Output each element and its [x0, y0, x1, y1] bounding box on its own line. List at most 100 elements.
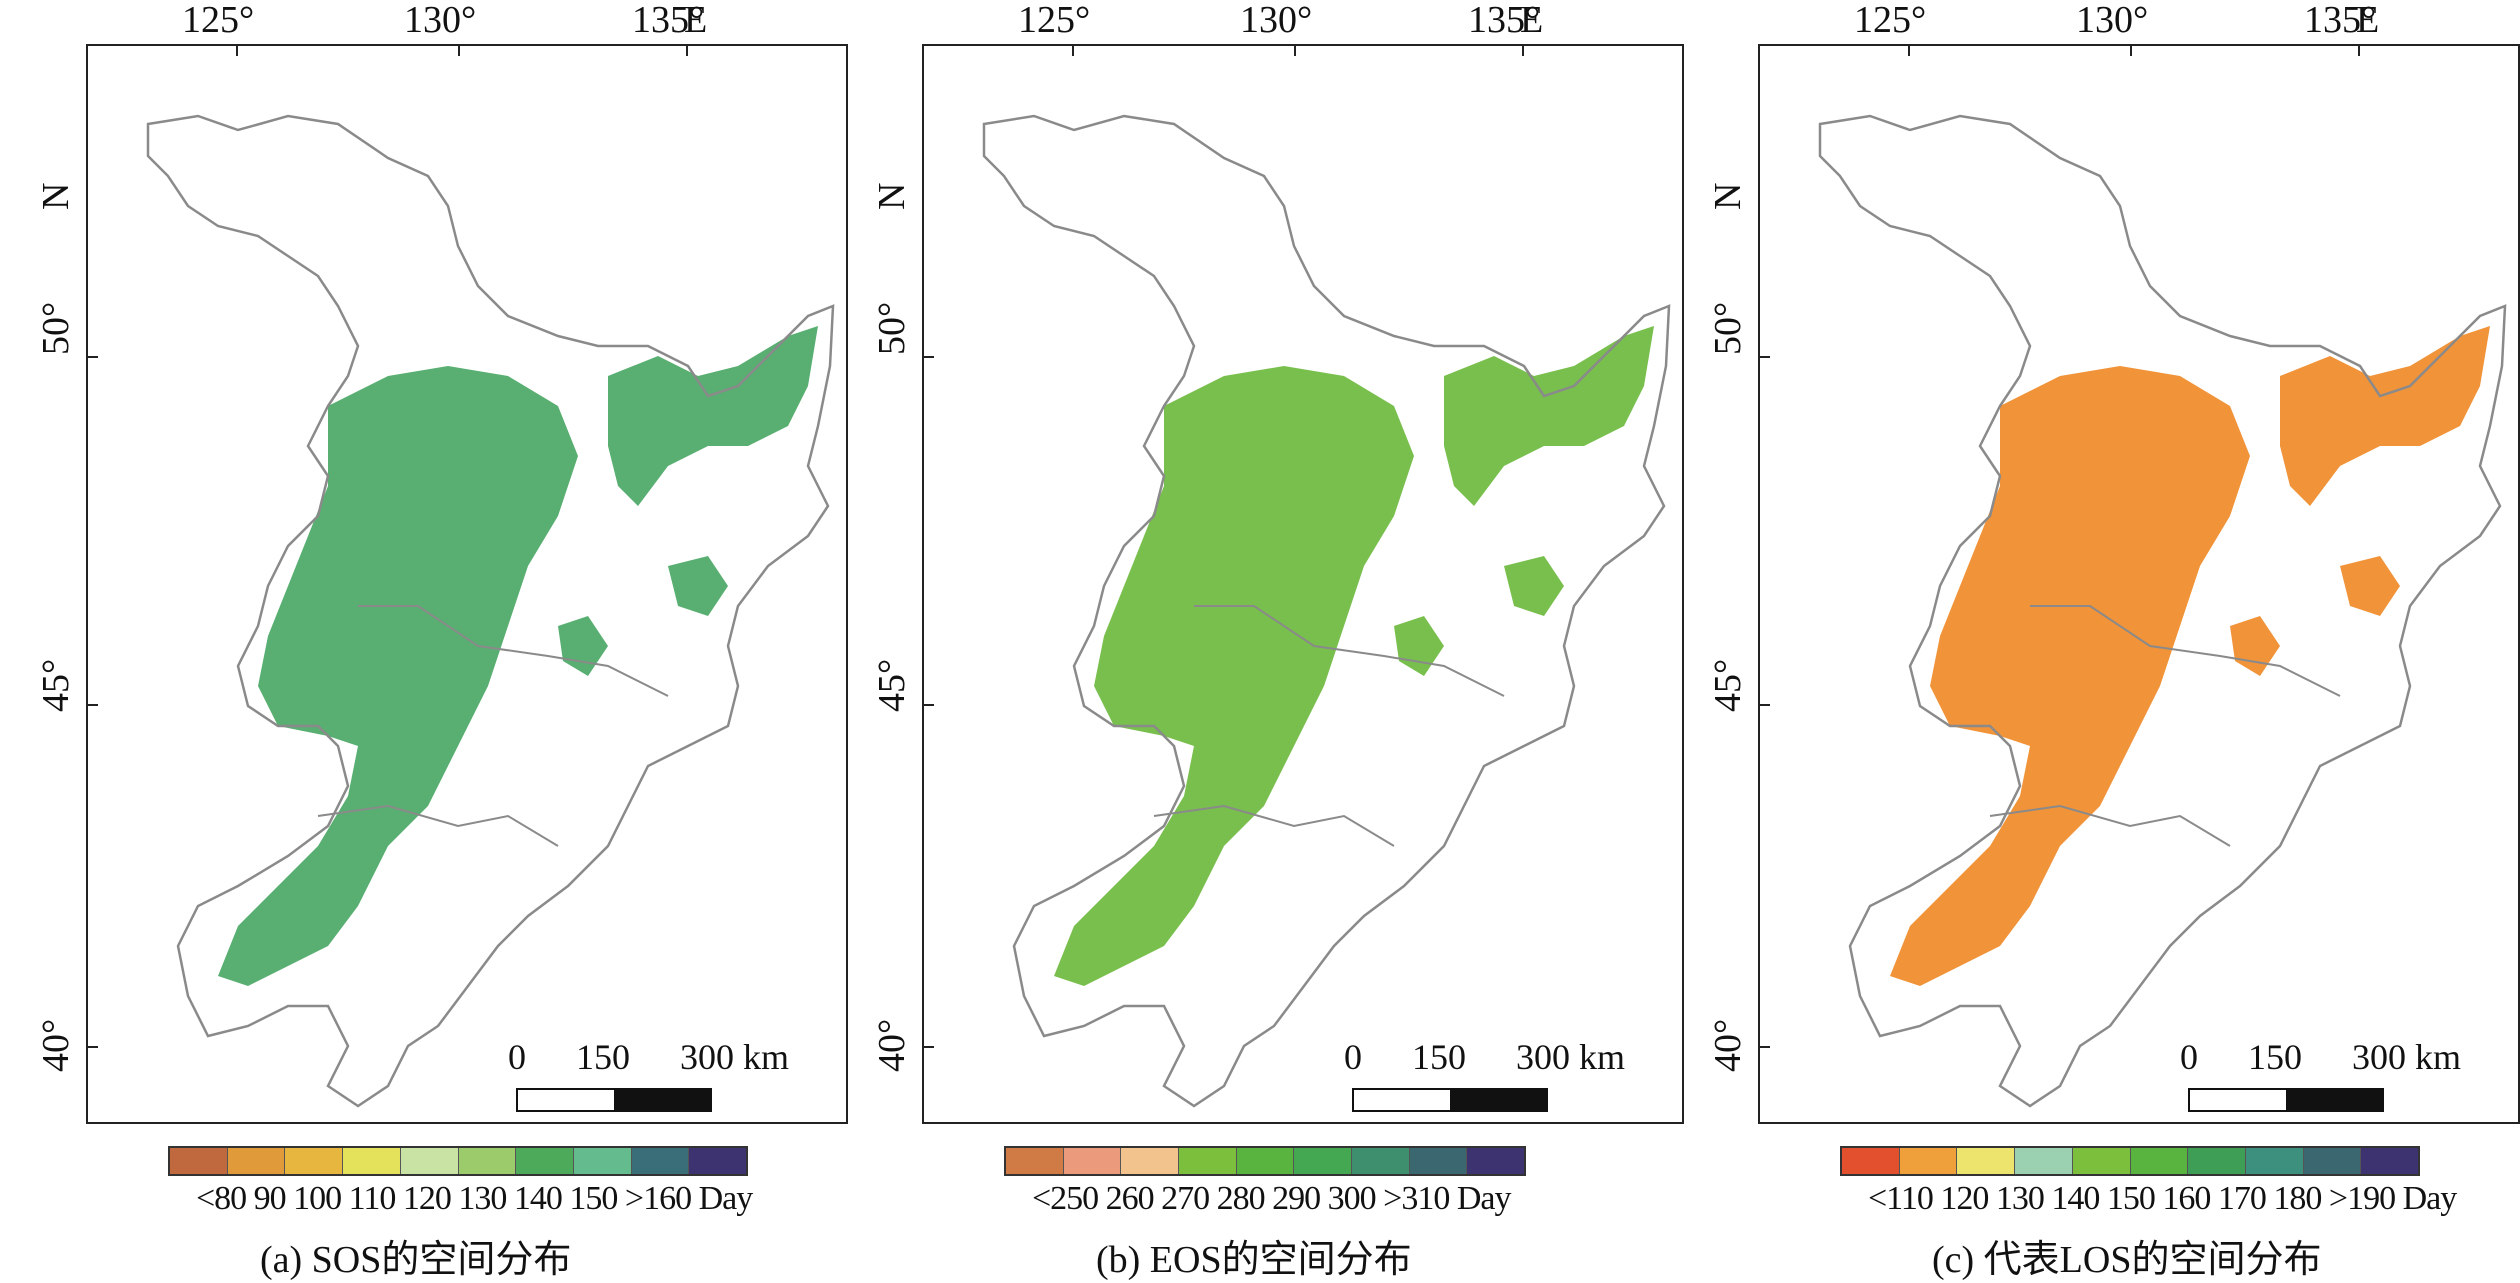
longitude-tick: [458, 46, 460, 56]
scale-mid: 150: [576, 1037, 630, 1077]
scale-segment: [1450, 1090, 1546, 1110]
latitude-tick: [1760, 1046, 1770, 1048]
province-border: [1989, 804, 2231, 847]
longitude-tick: [1908, 46, 1910, 56]
legend-swatch: [516, 1148, 574, 1174]
map-frame: 0 150 300 km: [922, 44, 1684, 1124]
legend-swatch: [1352, 1148, 1410, 1174]
color-legend: [1840, 1146, 2420, 1176]
panel-caption: (b) EOS的空间分布: [1096, 1239, 1412, 1281]
vegetation-area: [1504, 556, 1564, 616]
latitude-tick: [88, 704, 98, 706]
latitude-label: N: [871, 182, 913, 210]
province-border: [358, 605, 669, 697]
scale-bar: [516, 1088, 712, 1112]
scale-bar: [1352, 1088, 1548, 1112]
region-boundary: [1818, 114, 2507, 1108]
map-panel-a: 125° 130° 135° E 50° N 45° 40° 0 150 300 km <80 90 …: [0, 0, 848, 1281]
legend-swatch: [2015, 1148, 2073, 1174]
vegetation-area: [558, 616, 608, 676]
province-border: [1153, 804, 1395, 847]
vegetation-area: [668, 556, 728, 616]
scale-zero: 0: [508, 1037, 526, 1077]
vegetation-area: [1394, 616, 1444, 676]
latitude-tick: [88, 1046, 98, 1048]
legend-swatch: [2130, 1148, 2189, 1174]
latitude-label: 45°: [1707, 658, 1749, 712]
latitude-label: 45°: [35, 658, 77, 712]
legend-swatch: [1842, 1148, 1900, 1174]
map-panel-c: 125° 130° 135° E 50° N 45° 40° 0 150 300 km <110 12…: [1672, 0, 2520, 1281]
region-boundary: [146, 114, 835, 1108]
vegetation-area: [2230, 616, 2280, 676]
longitude-label: 135°: [1468, 0, 1541, 41]
latitude-label: 45°: [871, 658, 913, 712]
legend-swatch: [1063, 1148, 1122, 1174]
longitude-label: E: [684, 0, 708, 41]
longitude-label: 125°: [182, 0, 255, 41]
longitude-label: 125°: [1018, 0, 1091, 41]
legend-swatch: [2188, 1148, 2246, 1174]
legend-swatch: [343, 1148, 401, 1174]
map-panel-b: 125° 130° 135° E 50° N 45° 40° 0 150 300 km <250 26…: [836, 0, 1684, 1281]
legend-swatch: [1957, 1148, 2016, 1174]
legend-swatch: [689, 1148, 747, 1174]
scale-segment: [614, 1090, 710, 1110]
legend-swatch: [1179, 1148, 1237, 1174]
legend-swatch: [2245, 1148, 2304, 1174]
longitude-tick: [686, 46, 688, 56]
scale-mid: 150: [2248, 1037, 2302, 1077]
legend-swatch: [1409, 1148, 1468, 1174]
scale-segment: [1354, 1090, 1450, 1110]
legend-labels: <110 120 130 140 150 160 170 180 >190 Da…: [1868, 1180, 2457, 1217]
latitude-tick: [924, 1046, 934, 1048]
longitude-tick: [2130, 46, 2132, 56]
province-border: [1194, 605, 1505, 697]
legend-labels: <250 260 270 280 290 300 >310 Day: [1032, 1180, 1511, 1217]
province-border: [317, 804, 559, 847]
vegetation-area: [2340, 556, 2400, 616]
legend-labels: <80 90 100 110 120 130 140 150 >160 Day: [196, 1180, 753, 1217]
latitude-label: 40°: [871, 1018, 913, 1072]
longitude-label: 130°: [2076, 0, 2149, 41]
latitude-tick: [1760, 704, 1770, 706]
scale-segment: [518, 1090, 614, 1110]
legend-swatch: [1467, 1148, 1525, 1174]
longitude-label: 130°: [404, 0, 477, 41]
vegetation-area: [608, 326, 818, 506]
scale-mid: 150: [1412, 1037, 1466, 1077]
longitude-tick: [1072, 46, 1074, 56]
vegetation-area: [218, 366, 578, 986]
latitude-label: 50°: [35, 301, 77, 355]
latitude-label: 40°: [1707, 1018, 1749, 1072]
longitude-label: 135°: [632, 0, 705, 41]
region-map: [1818, 114, 2507, 1108]
legend-swatch: [573, 1148, 632, 1174]
latitude-label: 50°: [1707, 301, 1749, 355]
legend-swatch: [400, 1148, 459, 1174]
scale-segment: [2286, 1090, 2382, 1110]
vegetation-area: [1444, 326, 1654, 506]
latitude-label: N: [1707, 182, 1749, 210]
panel-caption: (a) SOS的空间分布: [260, 1239, 572, 1281]
latitude-tick: [924, 356, 934, 358]
scale-end: 300 km: [680, 1037, 790, 1077]
panel-caption: (c) 代表LOS的空间分布: [1932, 1239, 2322, 1281]
color-legend: [168, 1146, 748, 1176]
latitude-tick: [1760, 356, 1770, 358]
legend-swatch: [227, 1148, 286, 1174]
legend-swatch: [1294, 1148, 1353, 1174]
legend-swatch: [631, 1148, 690, 1174]
province-border: [2030, 605, 2341, 697]
scale-zero: 0: [2180, 1037, 2198, 1077]
longitude-tick: [1294, 46, 1296, 56]
latitude-tick: [88, 356, 98, 358]
longitude-label: 125°: [1854, 0, 1927, 41]
scale-end: 300 km: [1516, 1037, 1626, 1077]
legend-swatch: [1006, 1148, 1064, 1174]
region-map: [146, 114, 835, 1108]
legend-swatch: [2303, 1148, 2362, 1174]
longitude-label: E: [1520, 0, 1544, 41]
longitude-tick: [236, 46, 238, 56]
vegetation-area: [1890, 366, 2250, 986]
